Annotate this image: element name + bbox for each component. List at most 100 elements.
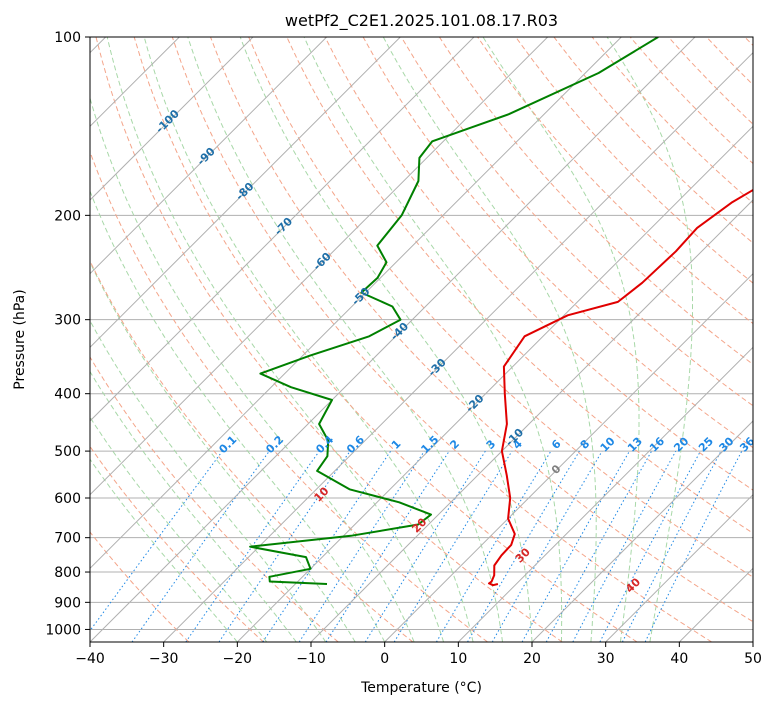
isotherm-label: -20 (463, 392, 486, 415)
moist-adiabat-line (187, 37, 503, 642)
moist-adiabat-line (143, 37, 474, 642)
dry-adiabat-label: 30 (513, 545, 533, 565)
dry-adiabat-line (90, 531, 190, 642)
mixing-ratio-label: 2 (447, 437, 462, 452)
moist-adiabat-line (303, 37, 563, 642)
chart-title: wetPf2_C2E1.2025.101.08.17.R03 (285, 11, 558, 31)
y-tick-label: 1000 (45, 622, 81, 638)
mixing-ratio-label: 25 (696, 435, 716, 455)
dry-adiabat-line (668, 37, 753, 125)
x-tick-label: −20 (223, 651, 253, 667)
dry-adiabat-line (95, 37, 563, 642)
moist-adiabat-line (482, 37, 640, 642)
moist-adiabat-line (239, 37, 533, 642)
x-tick-label: 30 (597, 651, 615, 667)
mixing-ratio-line (599, 450, 701, 642)
dry-adiabat-line (744, 37, 753, 47)
dry-adiabat-line (515, 37, 753, 284)
isotherm-line (163, 51, 753, 642)
mixing-ratio-line (298, 450, 425, 642)
dry-adiabat-label: 10 (312, 484, 332, 504)
dry-adiabat-line (438, 37, 753, 366)
y-tick-label: 100 (54, 30, 81, 46)
moist-adiabat-line (106, 37, 445, 642)
x-tick-label: 20 (523, 651, 541, 667)
isotherm-line (384, 272, 753, 642)
dry-adiabat-line (248, 37, 753, 578)
mixing-ratio-line (325, 450, 450, 642)
y-tick-label: 800 (54, 565, 81, 581)
isotherm-line (90, 37, 549, 496)
isotherm-line (236, 125, 753, 642)
isotherm-lines (90, 37, 753, 642)
mixing-ratio-label: 0.2 (263, 433, 286, 456)
x-tick-label: 0 (380, 651, 389, 667)
isotherm-line (457, 346, 753, 642)
moist-adiabat-line (90, 416, 268, 642)
mixing-ratio-label: 1 (389, 437, 404, 452)
dry-adiabat-line (400, 37, 753, 407)
x-tick-label: 50 (744, 651, 762, 667)
sounding-series (249, 37, 753, 587)
dry-adiabat-line (171, 37, 712, 642)
mixing-ratio-lines (90, 450, 743, 642)
isotherm-line (605, 493, 753, 642)
temperature-profile (488, 188, 753, 587)
y-tick-label: 500 (54, 444, 81, 460)
isotherm-line (90, 37, 696, 642)
mixing-ratio-line (218, 450, 351, 642)
mixing-ratio-line (393, 450, 513, 642)
isotherm-label: -30 (426, 356, 449, 379)
y-tick-label: 900 (54, 595, 81, 611)
isotherm-line (90, 37, 254, 201)
isotherm-label: -100 (153, 107, 182, 136)
isotherm-label: -40 (388, 320, 411, 343)
dry-adiabat-line (90, 259, 414, 642)
x-tick-label: 40 (670, 651, 688, 667)
mixing-ratio-line (131, 450, 270, 642)
dry-adiabat-line (362, 37, 753, 449)
y-tick-label: 200 (54, 208, 81, 224)
mixing-ratio-line (644, 450, 743, 642)
y-tick-label: 600 (54, 491, 81, 507)
mixing-ratio-label: 8 (578, 437, 593, 452)
dry-adiabat-line (210, 37, 753, 623)
isotherm-line (678, 567, 753, 642)
isotherm-label: -70 (272, 215, 295, 238)
dry-adiabat-line (133, 37, 638, 642)
y-tick-label: 700 (54, 531, 81, 547)
moist-adiabat-line (606, 37, 693, 642)
x-tick-label: 10 (449, 651, 467, 667)
isotherm-line (90, 37, 622, 570)
mixing-ratio-line (90, 450, 223, 632)
isotherm-label: -90 (195, 145, 218, 168)
plot-frame (89, 36, 754, 643)
x-tick-label: −40 (75, 651, 105, 667)
y-axis-label: Pressure (hPa) (12, 289, 28, 389)
dry-adiabat-line (90, 356, 339, 642)
isotherm-line (310, 199, 753, 642)
mixing-ratio-label: 0.4 (313, 433, 336, 456)
isotherm-line (90, 37, 475, 422)
dry-adiabat-line (324, 37, 753, 491)
isotherm-label: -60 (311, 250, 334, 273)
dewpoint-profile (249, 37, 659, 585)
background-line-labels: 0.1 0.2 0.4 0.6 1 1.5 2 3 4 6 8 10 13 16 20 25 30 36-100-… (153, 107, 753, 596)
mixing-ratio-line (521, 450, 630, 642)
x-tick-label: −10 (296, 651, 326, 667)
x-tick-label: −30 (149, 651, 179, 667)
isotherm-line (90, 37, 328, 275)
mixing-ratio-line (262, 450, 392, 642)
dry-adiabat-line (553, 37, 753, 244)
dry-adiabat-line (90, 445, 264, 642)
y-tick-label: 300 (54, 313, 81, 329)
y-axis-ticks: 100 200 300 400 500 600 700 800 900 1000 (45, 30, 90, 638)
moist-adiabat-line (90, 458, 238, 642)
isotherm-line (752, 641, 753, 642)
plot-area: 0.1 0.2 0.4 0.6 1 1.5 2 3 4 6 8 10 13 16 20 25 30 36-100-… (90, 37, 753, 642)
y-tick-label: 400 (54, 387, 81, 403)
pressure-gridlines (90, 37, 753, 630)
dry-adiabats (90, 37, 753, 642)
x-axis-label: Temperature (°C) (360, 680, 482, 696)
